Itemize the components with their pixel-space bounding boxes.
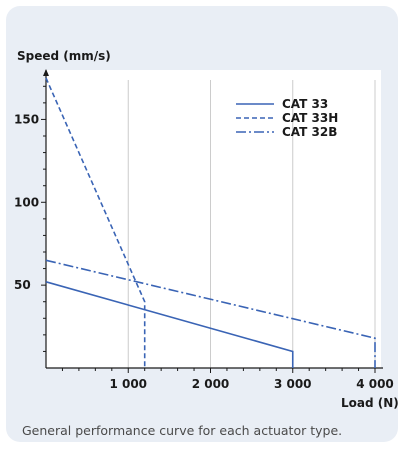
series-line-cat-33: [45, 281, 294, 368]
series-line-cat-33h: [45, 77, 146, 368]
x-axis-label: Load (N): [341, 396, 399, 410]
x-tick-label: 4 000: [356, 377, 394, 391]
plot-background: [46, 70, 381, 368]
y-axis-arrow: [43, 69, 49, 76]
x-tick-label: 3 000: [274, 377, 312, 391]
legend-label: CAT 33: [282, 97, 328, 111]
y-tick-label: 100: [14, 195, 39, 209]
legend-label: CAT 32B: [282, 125, 337, 139]
chart-caption: General performance curve for each actua…: [22, 423, 343, 438]
y-axis-label: Speed (mm/s): [17, 49, 111, 63]
x-tick-label: 2 000: [192, 377, 230, 391]
y-tick-label: 50: [14, 278, 31, 292]
series-line-cat-32b: [45, 259, 376, 368]
y-tick-label: 150: [14, 112, 39, 126]
legend-label: CAT 33H: [282, 111, 338, 125]
x-tick-label: 1 000: [109, 377, 147, 391]
